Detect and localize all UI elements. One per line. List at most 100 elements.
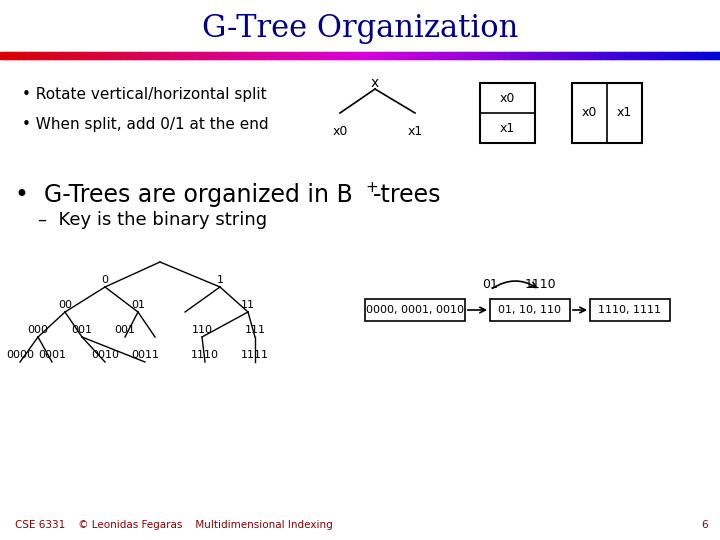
Bar — [279, 52, 282, 59]
Text: 11: 11 — [241, 300, 255, 310]
Bar — [276, 52, 279, 59]
Bar — [626, 52, 630, 59]
Bar — [63, 52, 66, 59]
Bar — [302, 52, 306, 59]
Bar — [485, 52, 488, 59]
Bar — [441, 52, 445, 59]
Bar — [45, 52, 49, 59]
Bar — [2, 52, 6, 59]
Text: –  Key is the binary string: – Key is the binary string — [38, 211, 267, 229]
Bar — [549, 52, 553, 59]
Bar — [643, 52, 647, 59]
Bar — [387, 52, 390, 59]
Bar — [631, 52, 634, 59]
Bar — [439, 52, 443, 59]
Bar — [315, 52, 318, 59]
Bar — [158, 52, 162, 59]
Bar — [533, 52, 536, 59]
Bar — [607, 52, 611, 59]
Text: 001: 001 — [71, 325, 92, 335]
Bar — [322, 52, 325, 59]
Bar — [283, 52, 287, 59]
Bar — [444, 52, 447, 59]
Bar — [372, 52, 375, 59]
Bar — [437, 52, 440, 59]
Text: x0: x0 — [500, 91, 516, 105]
Bar — [605, 52, 608, 59]
Bar — [144, 52, 148, 59]
Bar — [106, 52, 109, 59]
Bar — [470, 52, 474, 59]
Bar — [266, 52, 270, 59]
Bar — [225, 52, 229, 59]
Text: -trees: -trees — [373, 183, 441, 207]
Bar — [418, 52, 421, 59]
Bar — [199, 52, 202, 59]
Bar — [593, 52, 596, 59]
Bar — [413, 52, 416, 59]
Bar — [132, 52, 135, 59]
Bar — [70, 52, 73, 59]
Bar — [84, 52, 87, 59]
Bar — [487, 52, 490, 59]
Bar — [72, 52, 76, 59]
Bar — [5, 52, 8, 59]
Bar — [502, 52, 505, 59]
Bar — [401, 52, 404, 59]
Text: 0001: 0001 — [38, 350, 66, 360]
Text: 01: 01 — [482, 279, 498, 292]
Bar — [207, 52, 210, 59]
Bar — [9, 52, 13, 59]
Bar — [238, 52, 241, 59]
Bar — [216, 52, 220, 59]
Bar — [110, 52, 114, 59]
Bar — [711, 52, 714, 59]
Bar — [250, 52, 253, 59]
Bar — [89, 52, 92, 59]
Bar — [79, 52, 83, 59]
Bar — [137, 52, 140, 59]
Bar — [81, 52, 85, 59]
Bar — [223, 52, 227, 59]
Bar — [531, 52, 534, 59]
Bar — [146, 52, 150, 59]
Bar — [703, 52, 706, 59]
Bar — [178, 52, 181, 59]
Bar — [650, 52, 654, 59]
Bar — [271, 52, 274, 59]
Bar — [379, 52, 382, 59]
Bar — [629, 52, 632, 59]
Bar — [672, 52, 675, 59]
Bar — [634, 52, 637, 59]
Bar — [0, 52, 4, 59]
Bar — [535, 52, 539, 59]
Bar — [657, 52, 661, 59]
Bar — [300, 52, 303, 59]
Bar — [240, 52, 243, 59]
Bar — [459, 52, 462, 59]
Bar — [590, 299, 670, 321]
Bar — [588, 52, 591, 59]
Bar — [646, 52, 649, 59]
Bar — [538, 52, 541, 59]
Bar — [130, 52, 133, 59]
Bar — [117, 52, 121, 59]
Bar — [382, 52, 385, 59]
Bar — [353, 52, 356, 59]
Bar — [610, 52, 613, 59]
Bar — [463, 52, 467, 59]
Bar — [151, 52, 155, 59]
Text: 110: 110 — [192, 325, 212, 335]
Bar — [343, 52, 346, 59]
Bar — [228, 52, 231, 59]
Bar — [58, 52, 61, 59]
Bar — [108, 52, 112, 59]
Bar — [396, 52, 400, 59]
Bar — [336, 52, 339, 59]
Text: 1: 1 — [217, 275, 223, 285]
Bar — [307, 52, 310, 59]
Bar — [600, 52, 603, 59]
Bar — [509, 52, 512, 59]
Bar — [365, 299, 465, 321]
Bar — [34, 52, 37, 59]
